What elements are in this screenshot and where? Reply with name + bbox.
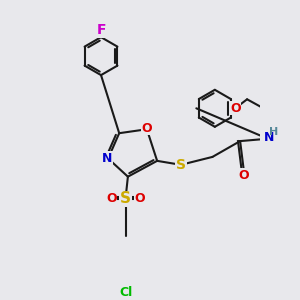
Text: O: O [106,192,117,205]
Text: O: O [239,169,249,182]
Text: N: N [264,131,274,144]
Text: H: H [269,127,278,137]
Text: O: O [230,102,241,115]
Text: O: O [142,122,152,135]
Text: N: N [102,152,112,165]
Text: S: S [176,158,186,172]
Text: O: O [134,192,145,205]
Text: Cl: Cl [119,286,132,298]
Text: F: F [96,23,106,37]
Text: S: S [120,191,131,206]
